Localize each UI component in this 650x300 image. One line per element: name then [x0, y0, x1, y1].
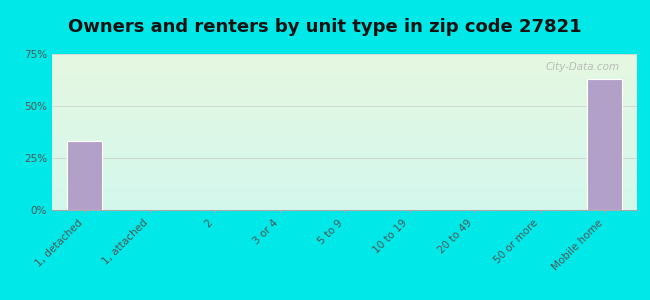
Bar — [66, 141, 103, 210]
Text: City-Data.com: City-Data.com — [545, 62, 619, 72]
Bar — [586, 79, 623, 210]
Text: Owners and renters by unit type in zip code 27821: Owners and renters by unit type in zip c… — [68, 18, 582, 36]
